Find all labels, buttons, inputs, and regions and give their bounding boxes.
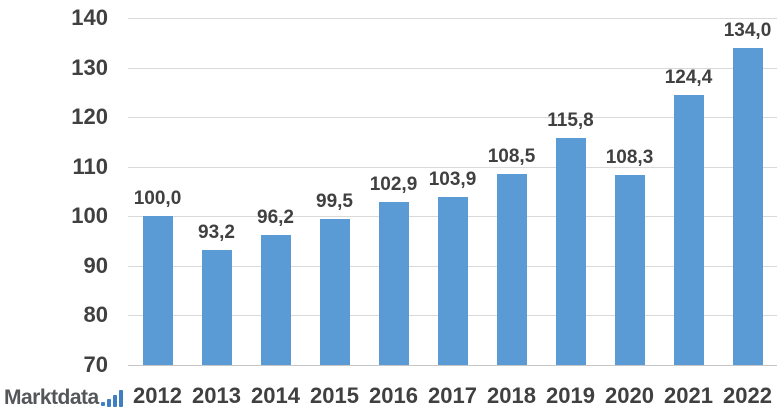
y-tick-label-90: 90 (83, 252, 108, 278)
bar-value-label-2022: 134,0 (723, 19, 772, 41)
bar-2018 (496, 174, 527, 365)
bar-value-label-2012: 100,0 (133, 188, 182, 210)
bar-chart-icon (106, 390, 123, 407)
x-tick-label-2016: 2016 (369, 383, 418, 408)
y-tick-label-130: 130 (71, 54, 108, 80)
logo-text: Marktdata (4, 386, 99, 409)
gridline-70 (128, 365, 777, 366)
bar-value-label-2015: 99,5 (316, 190, 353, 212)
y-tick-label-80: 80 (83, 302, 108, 328)
x-tick-label-2017: 2017 (428, 383, 477, 408)
bar-2013 (201, 249, 232, 365)
bar-value-label-2021: 124,4 (664, 67, 713, 89)
bar-value-label-2017: 103,9 (428, 168, 477, 190)
bar-value-label-2016: 102,9 (369, 173, 418, 195)
y-tick-label-100: 100 (71, 203, 108, 229)
gridline-110 (128, 166, 777, 168)
gridline-140 (128, 18, 777, 19)
bar-value-label-2014: 96,2 (257, 207, 294, 229)
x-tick-label-2018: 2018 (487, 383, 536, 408)
bar-2017 (437, 196, 468, 365)
y-tick-label-70: 70 (83, 352, 108, 377)
marktdata-logo: Marktdata (4, 385, 123, 409)
bar-value-label-2013: 93,2 (198, 221, 235, 243)
bar-2014 (260, 235, 291, 365)
bar-2015 (319, 218, 350, 365)
bar-2012 (142, 216, 173, 365)
bar-value-label-2019: 115,8 (547, 109, 594, 131)
x-tick-label-2015: 2015 (310, 383, 359, 408)
x-tick-label-2022: 2022 (723, 383, 772, 408)
y-tick-label-110: 110 (72, 153, 109, 179)
bar-2022 (732, 47, 763, 365)
bar-2016 (378, 201, 409, 365)
bar-value-label-2018: 108,5 (487, 146, 536, 168)
bar-2021 (673, 95, 704, 365)
x-tick-label-2019: 2019 (546, 383, 595, 408)
gridline-120 (128, 117, 777, 119)
bar-2020 (614, 175, 645, 365)
logo-dot (100, 402, 105, 406)
x-tick-label-2021: 2021 (664, 383, 713, 408)
y-tick-label-120: 120 (71, 104, 108, 130)
x-tick-label-2020: 2020 (605, 383, 654, 408)
y-tick-label-140: 140 (71, 5, 108, 30)
bar-2019 (555, 137, 586, 365)
gridline-130 (128, 67, 777, 69)
bar-value-label-2020: 108,3 (605, 147, 654, 169)
x-tick-label-2012: 2012 (133, 383, 182, 408)
x-tick-label-2013: 2013 (192, 383, 241, 408)
x-tick-label-2014: 2014 (251, 383, 300, 408)
